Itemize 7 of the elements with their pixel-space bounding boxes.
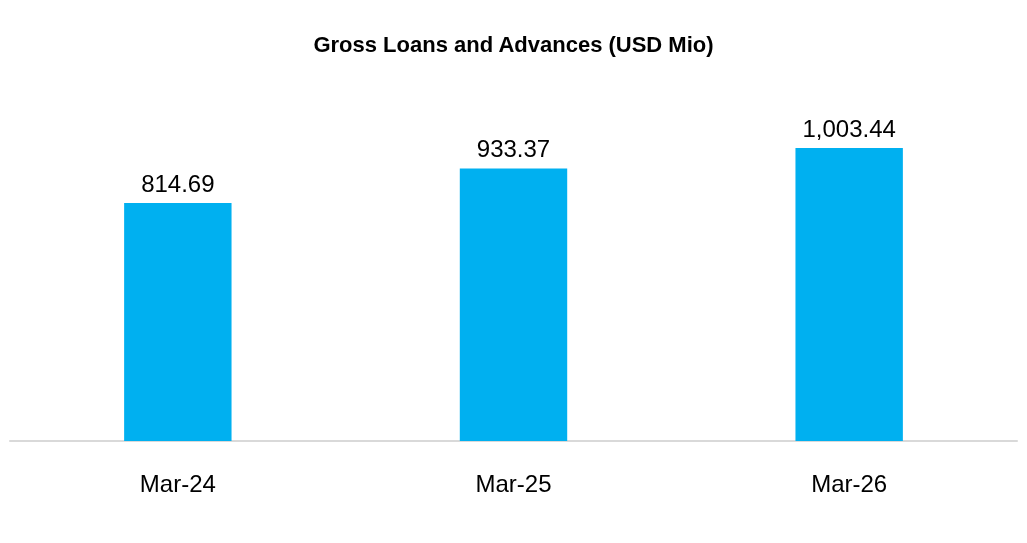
chart-title: Gross Loans and Advances (USD Mio) [313, 31, 714, 57]
data-label: 933.37 [476, 134, 551, 162]
x-tick-label: Mar-26 [811, 469, 888, 497]
x-tick-label: Mar-24 [139, 469, 216, 497]
data-label: 814.69 [141, 169, 215, 197]
x-tick-label: Mar-25 [475, 469, 552, 497]
data-label: 1,003.44 [802, 114, 896, 142]
